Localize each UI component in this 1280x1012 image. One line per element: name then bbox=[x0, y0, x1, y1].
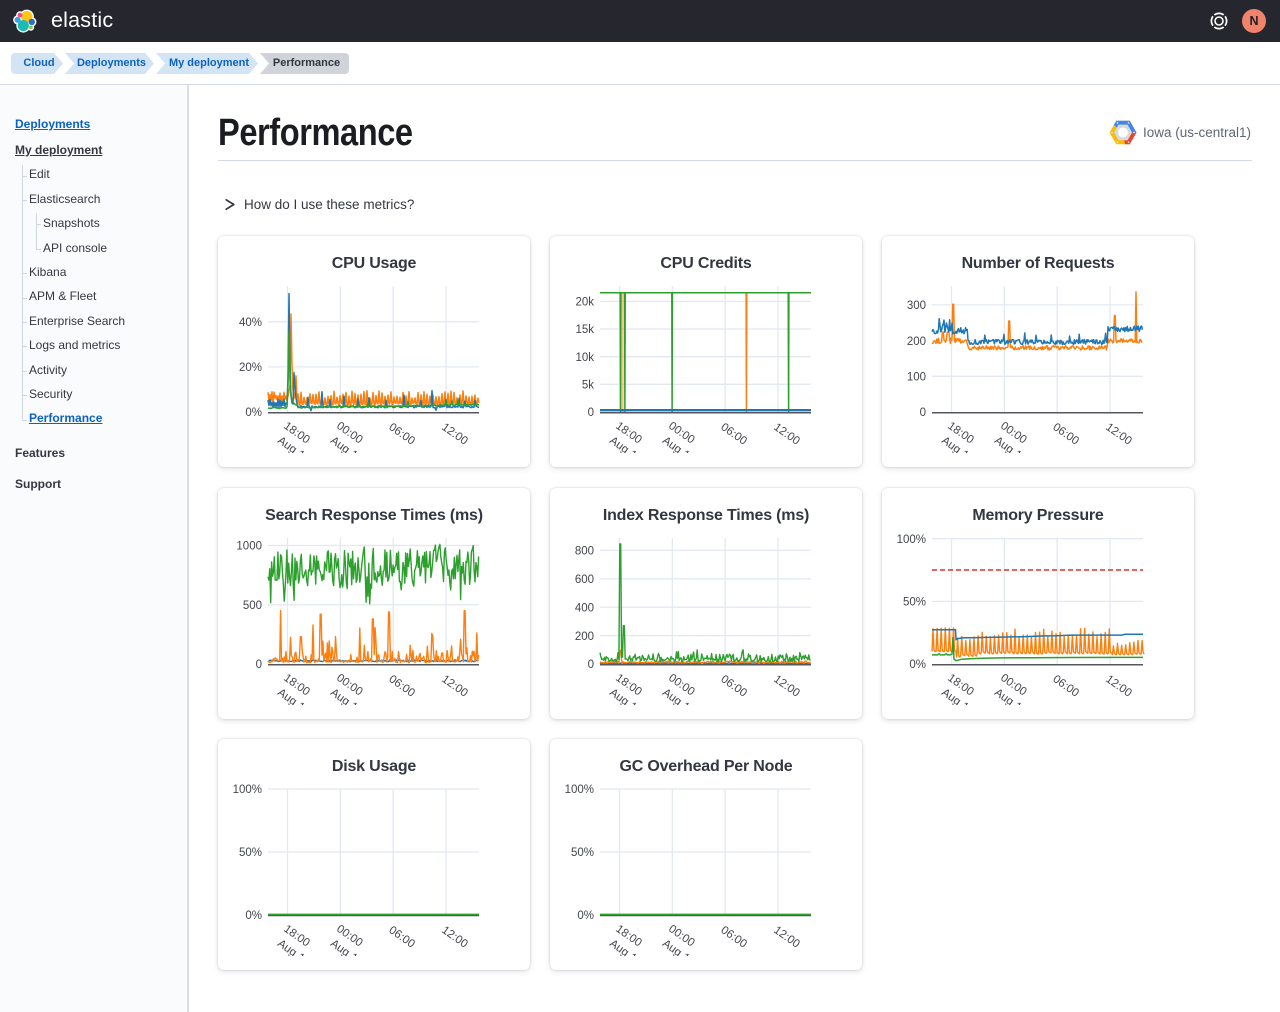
svg-text:10k: 10k bbox=[575, 352, 594, 364]
svg-text:06:00: 06:00 bbox=[386, 421, 416, 447]
svg-text:12:00: 12:00 bbox=[771, 924, 801, 950]
svg-text:50%: 50% bbox=[571, 847, 594, 859]
svg-text:300: 300 bbox=[907, 300, 926, 312]
svg-text:06:00: 06:00 bbox=[386, 924, 416, 950]
svg-text:500: 500 bbox=[243, 600, 262, 612]
svg-text:100%: 100% bbox=[233, 784, 262, 796]
svg-text:800: 800 bbox=[575, 546, 594, 558]
svg-text:1000: 1000 bbox=[236, 541, 262, 553]
svg-text:06:00: 06:00 bbox=[718, 924, 748, 950]
svg-text:15k: 15k bbox=[575, 324, 594, 336]
svg-text:06:00: 06:00 bbox=[718, 673, 748, 699]
svg-text:100%: 100% bbox=[897, 534, 926, 546]
svg-text:12:00: 12:00 bbox=[1103, 421, 1133, 447]
svg-text:0%: 0% bbox=[909, 659, 926, 671]
svg-text:0: 0 bbox=[588, 659, 594, 671]
svg-text:0%: 0% bbox=[577, 910, 594, 922]
svg-text:12:00: 12:00 bbox=[1103, 673, 1133, 699]
svg-text:12:00: 12:00 bbox=[439, 924, 469, 950]
svg-text:400: 400 bbox=[575, 602, 594, 614]
svg-text:0: 0 bbox=[256, 659, 262, 671]
svg-text:12:00: 12:00 bbox=[439, 673, 469, 699]
svg-text:0%: 0% bbox=[245, 910, 262, 922]
svg-text:06:00: 06:00 bbox=[1050, 673, 1080, 699]
svg-text:0%: 0% bbox=[245, 407, 262, 419]
svg-text:40%: 40% bbox=[239, 317, 262, 329]
svg-text:20%: 20% bbox=[239, 362, 262, 374]
svg-text:06:00: 06:00 bbox=[1050, 421, 1080, 447]
svg-text:12:00: 12:00 bbox=[439, 421, 469, 447]
svg-text:12:00: 12:00 bbox=[771, 421, 801, 447]
svg-text:0: 0 bbox=[588, 407, 594, 419]
svg-text:50%: 50% bbox=[239, 847, 262, 859]
svg-text:06:00: 06:00 bbox=[386, 673, 416, 699]
svg-text:50%: 50% bbox=[903, 597, 926, 609]
svg-text:100%: 100% bbox=[565, 784, 594, 796]
svg-text:5k: 5k bbox=[582, 380, 594, 392]
svg-text:100: 100 bbox=[907, 372, 926, 384]
svg-text:200: 200 bbox=[575, 631, 594, 643]
svg-text:20k: 20k bbox=[575, 297, 594, 309]
svg-text:600: 600 bbox=[575, 574, 594, 586]
svg-text:0: 0 bbox=[920, 407, 926, 419]
svg-text:200: 200 bbox=[907, 336, 926, 348]
svg-text:12:00: 12:00 bbox=[771, 673, 801, 699]
svg-text:06:00: 06:00 bbox=[718, 421, 748, 447]
